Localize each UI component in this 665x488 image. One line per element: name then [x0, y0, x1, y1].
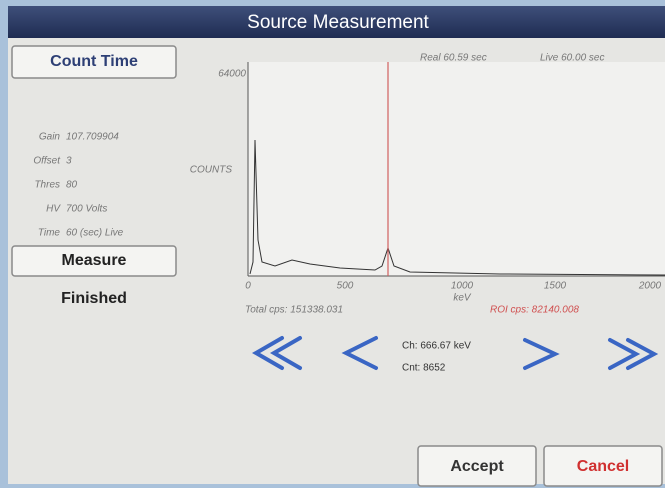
status: Finished	[61, 290, 127, 307]
live-time: Live 60.00 sec	[540, 53, 605, 64]
setting-value: 3	[66, 156, 72, 167]
screen: Source Measurement Count Time Gain 107.70…	[0, 0, 665, 488]
x-label: 1500	[544, 281, 567, 292]
setting-label: Time	[38, 228, 61, 239]
setting-value: 700 Volts	[66, 204, 107, 215]
x-unit: keV	[453, 293, 472, 304]
setting-value: 107.709904	[66, 132, 119, 143]
y-axis-label: COUNTS	[190, 165, 233, 176]
cursor-count: Cnt: 8652	[402, 363, 446, 374]
x-label: 1000	[451, 281, 474, 292]
cancel-label: Cancel	[577, 458, 629, 475]
cursor-channel: Ch: 666.67 keV	[402, 341, 471, 352]
accept-label: Accept	[450, 458, 504, 475]
setting-value: 80	[66, 180, 78, 191]
setting-label: Thres	[34, 180, 60, 191]
x-label: 500	[337, 281, 354, 292]
setting-value: 60 (sec) Live	[66, 228, 124, 239]
setting-label: HV	[46, 204, 61, 215]
title: Source Measurement	[247, 12, 429, 33]
setting-label: Gain	[39, 132, 61, 143]
real-time: Real 60.59 sec	[420, 53, 487, 64]
count-time-label: Count Time	[50, 53, 138, 70]
measure-label: Measure	[62, 252, 127, 269]
page: Source Measurement Count Time Gain 107.70…	[0, 0, 665, 488]
x-label: 0	[245, 281, 251, 292]
setting-label: Offset	[33, 156, 61, 167]
x-label: 2000	[638, 281, 662, 292]
roi-cps: ROI cps: 82140.008	[490, 305, 579, 316]
total-cps: Total cps: 151338.031	[245, 305, 343, 316]
spectrum-area	[248, 62, 665, 276]
y-max-label: 64000	[218, 69, 246, 80]
